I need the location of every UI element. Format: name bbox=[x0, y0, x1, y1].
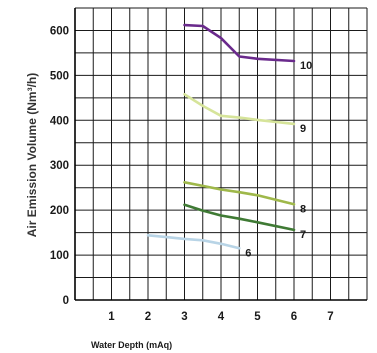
series-labels: 10 9 8 7 6 bbox=[245, 60, 312, 259]
x-tick-label: 7 bbox=[327, 311, 333, 323]
series-line-6 bbox=[146, 234, 241, 250]
series-line-8 bbox=[183, 181, 296, 206]
series-label-10: 10 bbox=[300, 60, 312, 72]
y-tick-label: 0 bbox=[63, 295, 69, 307]
y-tick-label: 200 bbox=[50, 205, 69, 217]
x-axis-title: Water Depth (mAq) bbox=[91, 340, 172, 350]
series-label-7: 7 bbox=[300, 229, 306, 241]
axes: 0 100 200 300 400 500 600 1 2 3 4 5 6 7 bbox=[50, 8, 367, 323]
series-label-6: 6 bbox=[245, 247, 251, 259]
series-line-10 bbox=[183, 23, 296, 63]
x-tick-label: 1 bbox=[108, 311, 115, 323]
series-label-9: 9 bbox=[300, 123, 306, 135]
y-axis-title: Air Emission Volume (Nm³/h) bbox=[25, 73, 39, 237]
series-line-7 bbox=[183, 203, 296, 232]
y-tick-label: 400 bbox=[50, 115, 69, 127]
x-tick-label: 6 bbox=[291, 311, 297, 323]
series-lines bbox=[146, 23, 296, 250]
y-tick-label: 500 bbox=[50, 70, 69, 82]
y-tick-label: 600 bbox=[50, 25, 69, 37]
series-label-8: 8 bbox=[300, 203, 306, 215]
x-tick-label: 5 bbox=[254, 311, 261, 323]
y-tick-label: 300 bbox=[50, 160, 69, 172]
grid bbox=[74, 7, 368, 300]
series-line-9 bbox=[183, 93, 296, 126]
x-tick-label: 2 bbox=[145, 311, 151, 323]
x-tick-label: 3 bbox=[181, 311, 187, 323]
y-tick-label: 100 bbox=[50, 250, 69, 262]
x-tick-label: 4 bbox=[218, 311, 225, 323]
